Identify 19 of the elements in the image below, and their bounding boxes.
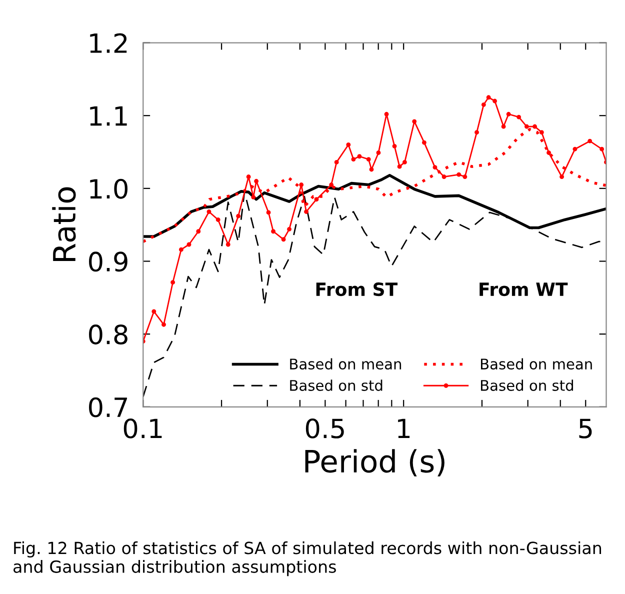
legend-label: Based on mean bbox=[480, 358, 592, 370]
annotation: From ST bbox=[316, 282, 398, 296]
y-tick-label: 1.2 bbox=[90, 33, 127, 53]
x-tick-label: 0.5 bbox=[306, 418, 344, 438]
caption: Fig. 12 Ratio of statistics of SA of simulated records with non-Gaussian and Gaussian distribution assumptions bbox=[14, 541, 602, 576]
y-tick-label: 1.0 bbox=[90, 178, 128, 199]
y-tick-label: 0.9 bbox=[89, 252, 128, 272]
y-tick-label: 0.8 bbox=[89, 324, 128, 344]
legend-label: Based on mean bbox=[290, 358, 402, 370]
x-tick-label: 5 bbox=[579, 418, 592, 438]
x-tick-label: 1 bbox=[398, 418, 410, 438]
legend-label: Based on std bbox=[290, 380, 382, 391]
x-axis-title: Period (s) bbox=[305, 449, 444, 476]
annotation: From WT bbox=[480, 282, 568, 296]
y-tick-label: 1.1 bbox=[90, 106, 127, 126]
legend-label: Based on std bbox=[480, 380, 574, 391]
y-tick-label: 0.7 bbox=[89, 397, 127, 418]
x-tick-label: 0.1 bbox=[124, 418, 162, 438]
y-axis-title: Ratio bbox=[52, 187, 76, 262]
